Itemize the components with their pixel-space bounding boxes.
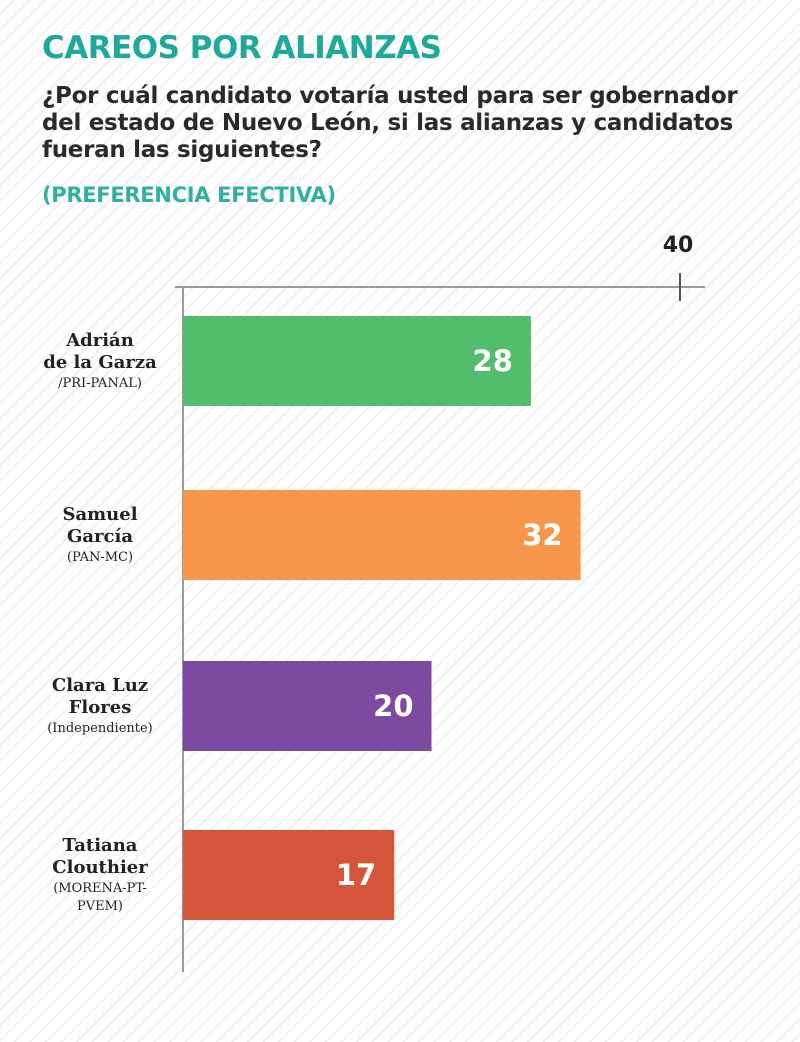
category-label: Adrián — [65, 330, 134, 351]
bar-value-label: 32 — [522, 518, 562, 552]
category-label: García — [67, 526, 133, 547]
x-tick-label: 40 — [663, 233, 694, 258]
category-party-label: PVEM) — [77, 899, 123, 914]
chart-subtitle: (PREFERENCIA EFECTIVA) — [42, 183, 336, 207]
bar-value-label: 17 — [336, 858, 376, 892]
category-label: Clouthier — [52, 857, 148, 878]
category-label: Flores — [69, 697, 132, 718]
bar — [183, 490, 581, 580]
bar — [183, 661, 432, 751]
category-label: Tatiana — [63, 835, 138, 856]
category-party-label: /PRI-PANAL) — [58, 376, 142, 391]
bar — [183, 316, 531, 406]
bar-value-label: 28 — [473, 344, 513, 378]
survey-question: ¿Por cuál candidato votaría usted para s… — [42, 83, 738, 163]
category-party-label: (PAN-MC) — [67, 550, 133, 565]
bar-value-label: 20 — [373, 689, 413, 723]
chart-title: CAREOS POR ALIANZAS — [42, 30, 442, 66]
category-label: Clara Luz — [52, 675, 148, 696]
bar — [183, 830, 395, 920]
category-party-label: (MORENA-PT- — [53, 881, 147, 896]
category-party-label: (Independiente) — [47, 721, 153, 736]
category-label: Samuel — [62, 504, 137, 525]
category-label: de la Garza — [43, 352, 157, 373]
